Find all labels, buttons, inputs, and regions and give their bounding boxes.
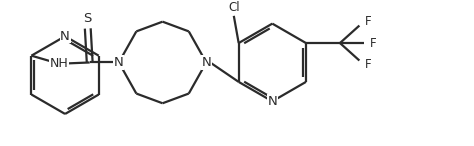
Text: NH: NH [49, 57, 68, 70]
Text: Cl: Cl [228, 1, 240, 14]
Text: F: F [365, 15, 372, 28]
Text: N: N [201, 56, 211, 69]
Text: N: N [114, 56, 124, 69]
Text: F: F [365, 58, 372, 71]
Text: F: F [370, 36, 376, 49]
Text: S: S [83, 12, 92, 25]
Text: N: N [60, 30, 70, 43]
Text: N: N [267, 95, 277, 108]
